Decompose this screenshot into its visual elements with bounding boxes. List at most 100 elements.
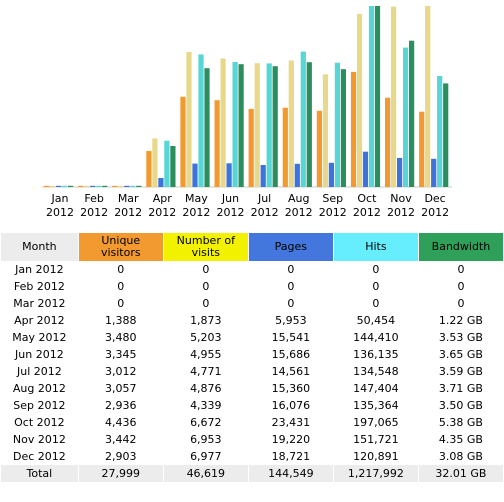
x-tick-label: May xyxy=(185,192,208,205)
cell-unique: 2,936 xyxy=(105,399,137,412)
bar-bandwidth-aug-2012 xyxy=(306,62,312,188)
cell-month: Dec 2012 xyxy=(12,450,66,463)
bar-number-of-visits-dec-2012 xyxy=(425,6,431,187)
table-row: May 2012 3,480 5,203 15,541 144,410 3.53 GB xyxy=(1,329,503,346)
table-row: Feb 2012 0 0 0 0 0 xyxy=(1,278,503,295)
bar-number-of-visits-nov-2012 xyxy=(391,6,397,187)
bar-bandwidth-nov-2012 xyxy=(409,40,415,188)
cell-visits: 6,977 xyxy=(190,450,222,463)
bar-hits-jun-2012 xyxy=(232,62,238,187)
total-pages: 144,549 xyxy=(248,465,333,482)
cell-hits: 0 xyxy=(372,297,380,310)
bar-pages-sep-2012 xyxy=(328,162,334,187)
cell-month: Aug 2012 xyxy=(12,382,66,395)
cell-pages: 15,686 xyxy=(271,348,311,361)
cell-visits: 6,953 xyxy=(190,433,222,446)
cell-visits: 4,955 xyxy=(190,348,222,361)
bar-unique-visitors-mar-2012 xyxy=(112,185,118,187)
cell-pages: 5,953 xyxy=(275,314,307,327)
cell-hits: 50,454 xyxy=(356,314,396,327)
bar-unique-visitors-aug-2012 xyxy=(282,107,288,187)
bar-number-of-visits-jan-2012 xyxy=(50,185,56,187)
bar-number-of-visits-apr-2012 xyxy=(152,138,158,187)
cell-hits: 147,404 xyxy=(353,382,399,395)
x-tick-label: 2012 xyxy=(148,206,176,219)
bar-bandwidth-jul-2012 xyxy=(272,66,278,187)
x-tick-label: Jan xyxy=(51,192,69,205)
total-row: Total 27,999 46,619 144,549 1,217,992 32.01 G… xyxy=(1,465,503,482)
x-tick-label: Oct xyxy=(357,192,377,205)
x-tick-label: Mar xyxy=(118,192,139,205)
cell-visits: 6,672 xyxy=(190,416,222,429)
cell-bandwidth: 0 xyxy=(457,297,465,310)
cell-visits: 4,876 xyxy=(190,382,222,395)
unique-visitors-header-line2: visitors xyxy=(100,246,141,259)
bar-pages-jun-2012 xyxy=(226,163,232,187)
cell-unique: 4,436 xyxy=(105,416,137,429)
bar-number-of-visits-may-2012 xyxy=(186,52,192,187)
cell-unique: 2,903 xyxy=(105,450,137,463)
bar-hits-sep-2012 xyxy=(334,62,340,188)
cell-hits: 136,135 xyxy=(353,348,399,361)
cell-hits: 135,364 xyxy=(353,399,399,412)
x-tick-label: Sep xyxy=(322,192,343,205)
bar-hits-feb-2012 xyxy=(96,185,102,187)
cell-month: Jun 2012 xyxy=(15,348,64,361)
x-tick-label: Feb xyxy=(84,192,103,205)
cell-bandwidth: 3.50 GB xyxy=(438,399,483,412)
x-tick-label: 2012 xyxy=(387,206,415,219)
bar-pages-jan-2012 xyxy=(56,185,62,187)
bar-number-of-visits-mar-2012 xyxy=(118,185,124,187)
table-row: Mar 2012 0 0 0 0 0 xyxy=(1,295,503,312)
x-tick-label: 2012 xyxy=(285,206,313,219)
cell-pages: 23,431 xyxy=(271,416,311,429)
cell-bandwidth: 3.59 GB xyxy=(438,365,483,378)
x-tick-label: 2012 xyxy=(182,206,210,219)
cell-month: Jan 2012 xyxy=(15,263,64,276)
table-row: Sep 2012 2,936 4,339 16,076 135,364 3.50 GB xyxy=(1,397,503,414)
monthly-stats-table: Month Unique visitors Number of visits P… xyxy=(0,233,504,482)
bar-pages-feb-2012 xyxy=(90,185,96,187)
bar-pages-jul-2012 xyxy=(260,165,266,187)
cell-month: Feb 2012 xyxy=(13,280,65,293)
cell-month: Jul 2012 xyxy=(17,365,62,378)
total-month: Total xyxy=(1,465,78,482)
table-row: Oct 2012 4,436 6,672 23,431 197,065 5.38 GB xyxy=(1,414,503,431)
x-tick-label: 2012 xyxy=(319,206,347,219)
unique-visitors-header-line1: Unique xyxy=(101,234,141,247)
bar-bandwidth-apr-2012 xyxy=(170,146,176,187)
number-of-visits-header-line2: visits xyxy=(191,246,221,259)
table-row: Dec 2012 2,903 6,977 18,721 120,891 3.08 GB xyxy=(1,448,503,465)
cell-visits: 4,771 xyxy=(190,365,222,378)
bar-hits-mar-2012 xyxy=(130,185,136,187)
cell-bandwidth: 0 xyxy=(457,280,465,293)
cell-unique: 3,480 xyxy=(105,331,137,344)
table-row: Apr 2012 1,388 1,873 5,953 50,454 1.22 GB xyxy=(1,312,503,329)
x-tick-labels: Jan2012Feb2012Mar2012Apr2012May2012Jun20… xyxy=(46,192,449,219)
bar-hits-oct-2012 xyxy=(368,6,375,187)
cell-hits: 197,065 xyxy=(353,416,399,429)
cell-bandwidth: 3.08 GB xyxy=(438,450,483,463)
cell-bandwidth: 3.53 GB xyxy=(438,331,483,344)
bar-unique-visitors-nov-2012 xyxy=(385,97,391,187)
bar-unique-visitors-jan-2012 xyxy=(44,185,50,187)
cell-visits: 4,339 xyxy=(190,399,222,412)
table-row: Jun 2012 3,345 4,955 15,686 136,135 3.65 GB xyxy=(1,346,503,363)
month-header: Month xyxy=(1,233,78,261)
cell-visits: 0 xyxy=(202,297,210,310)
bar-unique-visitors-jun-2012 xyxy=(214,100,220,187)
cell-unique: 1,388 xyxy=(105,314,137,327)
chart-bars xyxy=(44,6,449,188)
total-visits: 46,619 xyxy=(163,465,248,482)
bar-number-of-visits-aug-2012 xyxy=(288,60,294,187)
x-tick-label: 2012 xyxy=(114,206,142,219)
table-row: Jul 2012 3,012 4,771 14,561 134,548 3.59 GB xyxy=(1,363,503,380)
bar-bandwidth-feb-2012 xyxy=(102,185,108,187)
x-tick-label: 2012 xyxy=(251,206,279,219)
bar-bandwidth-mar-2012 xyxy=(136,185,142,187)
bar-number-of-visits-feb-2012 xyxy=(84,185,90,187)
cell-pages: 0 xyxy=(287,280,295,293)
table-row: Aug 2012 3,057 4,876 15,360 147,404 3.71 GB xyxy=(1,380,503,397)
monthly-bar-chart: Jan2012Feb2012Mar2012Apr2012May2012Jun20… xyxy=(42,6,452,219)
cell-month: Mar 2012 xyxy=(13,297,66,310)
